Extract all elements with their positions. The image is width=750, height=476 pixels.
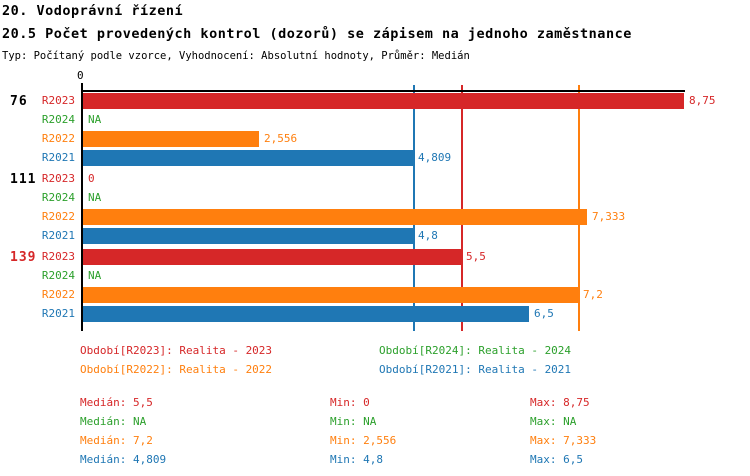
- series-label: R2024: [41, 113, 75, 126]
- series-label: R2022: [41, 132, 75, 145]
- plot-area: 0 76 R2023 8,75 R2024 NA R2022 2,556 R2021 4,809…: [10, 69, 716, 331]
- bar-chart: 0 76 R2023 8,75 R2024 NA R2022 2,556 R2021 4,809…: [10, 69, 741, 331]
- stat-min-r2021: Min: 4,8: [330, 453, 383, 466]
- bar-group-111: 111 R2023 0 R2024 NA R2022 7,333 R2021 4,8: [10, 171, 685, 244]
- series-label: R2023: [41, 94, 75, 107]
- stat-max-r2022: Max: 7,333: [530, 434, 597, 447]
- bar-row: R2024 NA: [42, 112, 685, 128]
- series-label: R2021: [41, 229, 75, 242]
- series-label: R2021: [41, 151, 75, 164]
- bar-value-label: 7,2: [583, 288, 603, 301]
- y-axis-line: [81, 83, 83, 331]
- group-label: 111: [10, 172, 37, 187]
- series-label: R2021: [41, 307, 75, 320]
- legend: Období[R2023]: Realita - 2023 Období[R20…: [80, 344, 750, 376]
- bar-row: R2022 7,333: [42, 209, 685, 225]
- bar-row: R2021 4,809: [42, 150, 685, 166]
- bar-row: R2024 NA: [42, 268, 685, 284]
- bar-group-139: 139 R2023 5,5 R2024 NA R2022 7,2 R2021 6,5: [10, 249, 685, 322]
- bar-row: R2021 4,8: [42, 228, 685, 244]
- bar-row: R2023 5,5: [42, 249, 685, 265]
- series-label: R2022: [41, 288, 75, 301]
- chart-groups: 76 R2023 8,75 R2024 NA R2022 2,556 R2021 4,809 11…: [10, 90, 716, 322]
- group-label: 139: [10, 250, 37, 265]
- bar-value-label: 5,5: [466, 250, 486, 263]
- bar: [83, 249, 461, 265]
- bar: [83, 287, 578, 303]
- bar-row: R2022 7,2: [42, 287, 685, 303]
- bar: [83, 93, 684, 109]
- axis-zero-tick-label: 0: [77, 69, 84, 82]
- median-line-r2021: [413, 85, 415, 331]
- legend-item-r2024: Období[R2024]: Realita - 2024: [379, 344, 572, 357]
- report-header: 20. Vodoprávní řízení 20.5 Počet provede…: [0, 0, 750, 63]
- bar: [83, 150, 413, 166]
- bar-row: R2023 0: [42, 171, 685, 187]
- series-label: R2022: [41, 210, 75, 223]
- stat-median-r2024: Medián: NA: [80, 415, 147, 428]
- bar-value-label: 6,5: [534, 307, 554, 320]
- bar-value-label: 4,8: [418, 229, 438, 242]
- legend-item-r2023: Období[R2023]: Realita - 2023: [80, 344, 273, 357]
- bar-value-label: NA: [88, 269, 102, 282]
- bar-value-label: NA: [88, 191, 102, 204]
- stat-median-r2021: Medián: 4,809: [80, 453, 167, 466]
- legend-item-r2021: Období[R2021]: Realita - 2021: [379, 363, 572, 376]
- stat-max-r2023: Max: 8,75: [530, 396, 590, 409]
- bar: [83, 306, 529, 322]
- bar-value-label: 2,556: [264, 132, 298, 145]
- stat-median-r2023: Medián: 5,5: [80, 396, 153, 409]
- stat-min-r2023: Min: 0: [330, 396, 370, 409]
- bar-value-label: NA: [88, 113, 102, 126]
- chart-meta: Typ: Počítaný podle vzorce, Vyhodnocení:…: [2, 50, 470, 62]
- bar-row: R2023 8,75: [42, 93, 716, 109]
- stats-table: Medián: 5,5 Min: 0 Max: 8,75 Medián: NA …: [80, 393, 750, 469]
- stat-min-r2022: Min: 2,556: [330, 434, 397, 447]
- bar-row: R2021 6,5: [42, 306, 685, 322]
- bar-value-label: 0: [88, 172, 95, 185]
- bar-row: R2022 2,556: [42, 131, 685, 147]
- bar-value-label: 7,333: [592, 210, 626, 223]
- series-label: R2024: [41, 269, 75, 282]
- series-label: R2023: [41, 250, 75, 263]
- report-title: 20. Vodoprávní řízení: [2, 3, 184, 19]
- bar: [83, 209, 587, 225]
- series-label: R2024: [41, 191, 75, 204]
- series-label: R2023: [41, 172, 75, 185]
- median-line-r2022: [578, 85, 580, 331]
- chart-title: 20.5 Počet provedených kontrol (dozorů) …: [2, 26, 632, 42]
- bar-value-label: 8,75: [689, 94, 716, 107]
- bar: [83, 228, 413, 244]
- stat-max-r2021: Max: 6,5: [530, 453, 583, 466]
- bar-value-label: 4,809: [418, 151, 452, 164]
- bar-row: R2024 NA: [42, 190, 685, 206]
- group-label: 76: [10, 94, 28, 109]
- median-line-r2023: [461, 85, 463, 331]
- x-axis-line: [81, 90, 685, 92]
- stat-min-r2024: Min: NA: [330, 415, 377, 428]
- stat-median-r2022: Medián: 7,2: [80, 434, 153, 447]
- legend-item-r2022: Období[R2022]: Realita - 2022: [80, 363, 273, 376]
- stat-max-r2024: Max: NA: [530, 415, 577, 428]
- bar: [83, 131, 259, 147]
- bar-group-76: 76 R2023 8,75 R2024 NA R2022 2,556 R2021 4,809: [10, 93, 716, 166]
